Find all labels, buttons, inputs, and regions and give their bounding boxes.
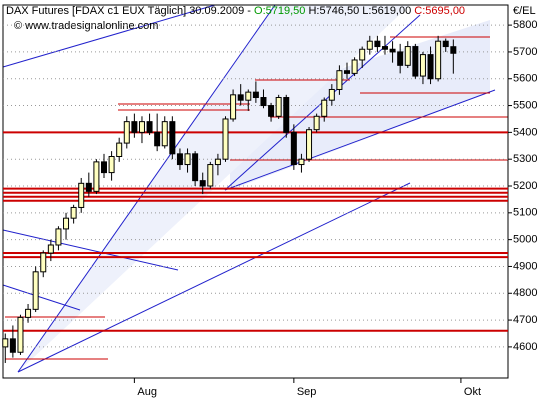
- y-tick-label: 5100: [513, 207, 537, 219]
- y-unit: €/EL: [513, 5, 536, 17]
- candle-body: [9, 338, 16, 353]
- candle-body: [283, 97, 290, 133]
- x-tick-label: Sep: [297, 386, 317, 398]
- candle-body: [32, 271, 39, 310]
- candle-body: [306, 129, 313, 160]
- candle-body: [138, 121, 145, 133]
- y-tick-label: 4800: [513, 287, 537, 299]
- candle-body: [207, 164, 214, 187]
- candle-body: [275, 97, 282, 117]
- candle-body: [230, 94, 237, 120]
- quote-high: H:5746,50: [305, 5, 359, 17]
- candle-body: [427, 54, 434, 80]
- candle-body: [290, 131, 297, 166]
- candle-body: [260, 97, 267, 107]
- candle-body: [176, 153, 183, 166]
- candle-body: [268, 105, 275, 117]
- quote-open: O:5719,50: [254, 5, 305, 17]
- candle-body: [245, 91, 252, 101]
- copyright: © www.tradesignalonline.com: [14, 20, 158, 32]
- candle-body: [40, 252, 47, 273]
- candle-body: [184, 153, 191, 166]
- candle-body: [419, 54, 426, 77]
- quote-low: L:5619,00: [359, 5, 411, 17]
- candle-body: [328, 88, 335, 101]
- y-tick-label: 5300: [513, 153, 537, 165]
- candle-body: [169, 121, 176, 155]
- candle-body: [397, 51, 404, 66]
- y-tick-label: 4700: [513, 314, 537, 326]
- y-tick-label: 5800: [513, 19, 537, 31]
- candle-body: [17, 316, 24, 353]
- candle-body: [47, 244, 54, 254]
- y-tick-label: 5700: [513, 46, 537, 58]
- x-tick-label: Aug: [137, 386, 157, 398]
- quote-close: C:5695,00: [411, 5, 465, 17]
- candle-body: [2, 338, 9, 348]
- candle-body: [389, 48, 396, 53]
- header: DAX Futures [FDAX c1 EUX Täglich] 30.09.…: [6, 5, 465, 17]
- candle-body: [108, 156, 115, 174]
- candle-body: [55, 228, 62, 246]
- candle-body: [351, 59, 358, 74]
- candle-body: [435, 40, 442, 80]
- y-tick-label: 5000: [513, 234, 537, 246]
- y-tick-label: 5200: [513, 180, 537, 192]
- candle-body: [359, 48, 366, 61]
- candle-body: [78, 182, 85, 208]
- candle-body: [131, 121, 138, 133]
- candle-body: [442, 40, 449, 48]
- candle-body: [161, 121, 168, 147]
- candle-body: [93, 161, 100, 192]
- candle-body: [116, 142, 123, 158]
- candle-body: [192, 153, 199, 182]
- y-tick-label: 5600: [513, 73, 537, 85]
- candle-body: [404, 46, 411, 66]
- y-tick-label: 5400: [513, 126, 537, 138]
- candle-body: [214, 158, 221, 166]
- candle-body: [146, 121, 153, 133]
- candle-body: [321, 99, 328, 117]
- candle-body: [381, 46, 388, 50]
- y-tick-label: 4900: [513, 260, 537, 272]
- candle-body: [237, 94, 244, 101]
- candle-body: [222, 118, 229, 160]
- plot-frame: [2, 4, 509, 379]
- candle-body: [101, 161, 107, 174]
- y-tick-label: 5500: [513, 99, 537, 111]
- candle-body: [63, 217, 70, 230]
- candle-body: [25, 308, 32, 318]
- header-title: DAX Futures [FDAX c1 EUX Täglich] 30.09.…: [6, 5, 254, 17]
- candle-body: [199, 180, 206, 187]
- candle-body: [374, 40, 381, 48]
- candle-body: [366, 40, 373, 50]
- candle-body: [123, 121, 130, 144]
- candle-body: [412, 46, 419, 77]
- y-tick-label: 4600: [513, 341, 537, 353]
- candle-body: [344, 70, 351, 74]
- x-tick-label: Okt: [464, 386, 481, 398]
- candle-body: [70, 206, 77, 219]
- candle-body: [336, 70, 343, 90]
- candle-body: [154, 131, 161, 147]
- candle-body: [450, 46, 457, 54]
- candle-body: [85, 182, 92, 192]
- candle-body: [313, 115, 320, 131]
- candle-body: [298, 158, 305, 166]
- candle-body: [252, 91, 259, 99]
- short-levels: [5, 36, 508, 360]
